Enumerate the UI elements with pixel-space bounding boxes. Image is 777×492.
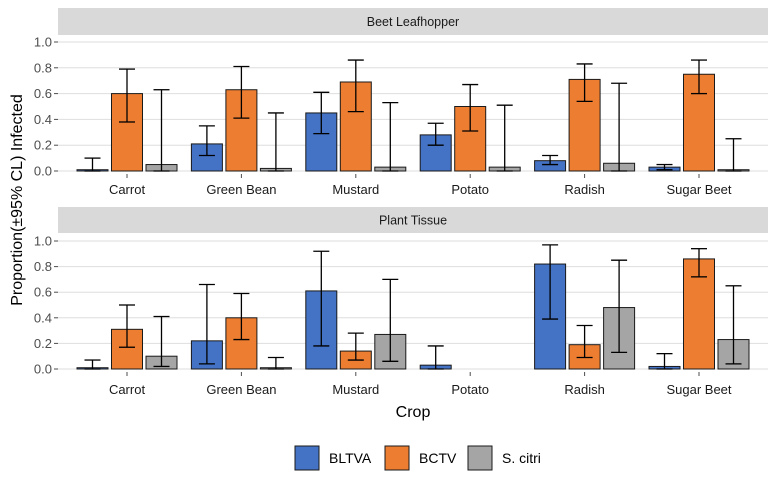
x-tick-label: Mustard	[332, 182, 379, 197]
y-tick-label: 1.0	[34, 234, 52, 249]
panels: Beet Leafhopper 0.0 0.2 0.4 0.6 0.8 1.0 Carrot G…	[34, 8, 768, 397]
y-tick-label: 1.0	[34, 35, 52, 50]
legend-key	[294, 445, 320, 471]
facet-strip	[58, 207, 768, 233]
legend-item: BLTVA	[294, 445, 372, 471]
legend-item: BCTV	[384, 445, 457, 471]
x-tick-label: Potato	[451, 182, 489, 197]
x-tick-label: Potato	[451, 382, 489, 397]
x-tick-label: Radish	[564, 382, 604, 397]
y-tick-label: 0.6	[34, 86, 52, 101]
y-tick-label: 0.4	[34, 112, 52, 127]
x-tick-label: Carrot	[109, 382, 146, 397]
x-tick-label: Mustard	[332, 382, 379, 397]
y-axis-title: Proportion(±95% CL) Infected	[9, 94, 26, 306]
x-axis-title: Crop	[396, 404, 431, 421]
x-tick-label: Carrot	[109, 182, 146, 197]
legend-key	[384, 445, 410, 471]
x-tick-label: Green Bean	[206, 382, 276, 397]
facet-strip-label: Plant Tissue	[379, 214, 447, 228]
x-tick-label: Sugar Beet	[666, 382, 731, 397]
y-tick-label: 0.0	[34, 362, 52, 377]
x-tick-label: Radish	[564, 182, 604, 197]
facet-strip-label: Beet Leafhopper	[367, 15, 459, 29]
x-tick-label: Sugar Beet	[666, 182, 731, 197]
y-tick-label: 0.4	[34, 310, 52, 325]
legend-label: BLTVA	[329, 450, 372, 466]
y-tick-label: 0.2	[34, 138, 52, 153]
y-tick-label: 0.8	[34, 259, 52, 274]
y-tick-label: 0.0	[34, 164, 52, 179]
y-tick-label: 0.6	[34, 285, 52, 300]
panel-2: Plant Tissue 0.0 0.2 0.4 0.6 0.8 1.0 Carrot Gree…	[34, 207, 768, 397]
y-tick-label: 0.2	[34, 336, 52, 351]
x-tick-label: Green Bean	[206, 182, 276, 197]
legend: BLTVA BCTV S. citri	[294, 445, 541, 471]
y-tick-label: 0.8	[34, 60, 52, 75]
facet-strip	[58, 8, 768, 35]
legend-label: S. citri	[502, 450, 541, 466]
legend-item: S. citri	[467, 445, 541, 471]
legend-label: BCTV	[419, 450, 457, 466]
legend-key	[467, 445, 493, 471]
bar-bltva	[305, 112, 338, 172]
panel-1: Beet Leafhopper 0.0 0.2 0.4 0.6 0.8 1.0 Carrot G…	[34, 8, 768, 197]
